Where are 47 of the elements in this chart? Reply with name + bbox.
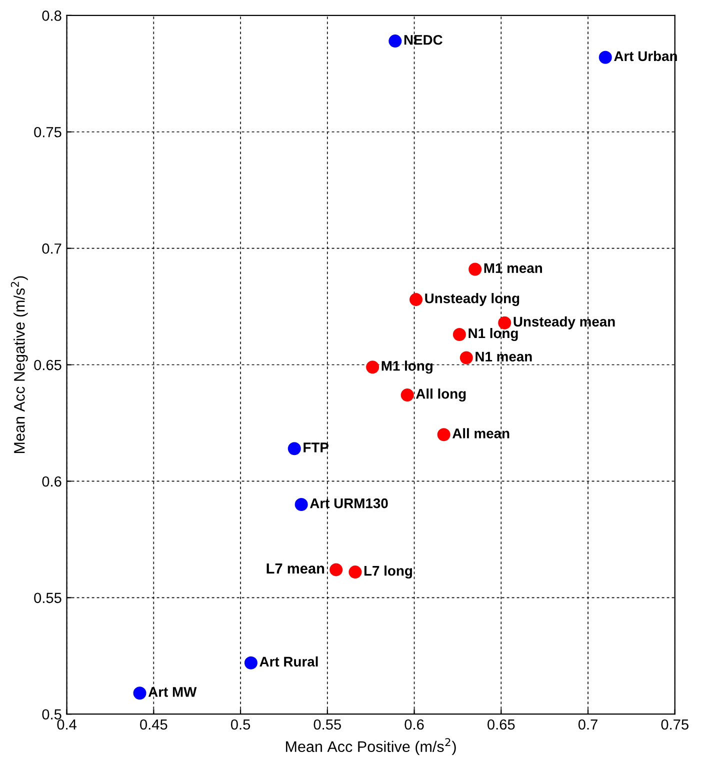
data-label: M1 long	[382, 360, 432, 374]
x-tick-label: 0.45	[140, 719, 168, 730]
y-tick-label: 0.65	[34, 360, 62, 370]
point	[348, 566, 362, 579]
y-axis-title: Mean Acc Negative (m/s$^{2}$)	[10, 276, 28, 453]
x-tick-label: 0.65	[488, 719, 515, 730]
point	[460, 351, 473, 364]
x-tick-label: 0.6	[404, 719, 424, 730]
point	[388, 34, 402, 48]
y-tick-label: 0.8	[42, 10, 62, 21]
point	[133, 686, 146, 700]
x-tick-label: 0.55	[314, 719, 341, 730]
data-label: Art Rural	[260, 656, 318, 667]
data-label: L7 long	[364, 566, 412, 579]
data-label: N1 mean	[476, 352, 532, 362]
x-tick-label: 0.5	[230, 719, 250, 730]
point	[452, 328, 466, 341]
y-tick-label: 0.5	[42, 709, 62, 720]
data-label: Unsteady mean	[514, 316, 615, 330]
data-label: M1 mean	[484, 263, 542, 274]
data-label: NEDC	[404, 34, 442, 45]
point	[598, 50, 612, 64]
data-label: All mean	[452, 428, 510, 438]
data-label: L7 mean	[266, 563, 324, 574]
point	[244, 656, 258, 670]
y-tick-label: 0.75	[34, 126, 62, 138]
point	[330, 563, 343, 576]
x-tick-label: 0.75	[661, 719, 688, 730]
point	[468, 262, 482, 276]
data-label: Unsteady long	[425, 293, 520, 306]
y-tick-label: 0.6	[42, 476, 62, 487]
point	[400, 388, 414, 402]
x-tick-label: 0.7	[578, 719, 598, 730]
point	[294, 498, 308, 512]
data-label: FTP	[304, 442, 328, 452]
y-tick-label: 0.7	[42, 243, 62, 254]
y-tick-label: 0.55	[34, 592, 62, 604]
point	[366, 360, 380, 374]
point	[288, 442, 301, 456]
data-label: Art MW	[148, 687, 197, 697]
data-label: All long	[416, 388, 466, 402]
point	[410, 293, 423, 306]
x-tick-label: 0.4	[57, 719, 76, 730]
data-label: N1 long	[468, 328, 518, 341]
point	[437, 428, 450, 442]
data-label: Art URM130	[310, 498, 388, 508]
x-axis-title: Mean Acc Positive (m/s$^{2}$)	[286, 738, 456, 756]
